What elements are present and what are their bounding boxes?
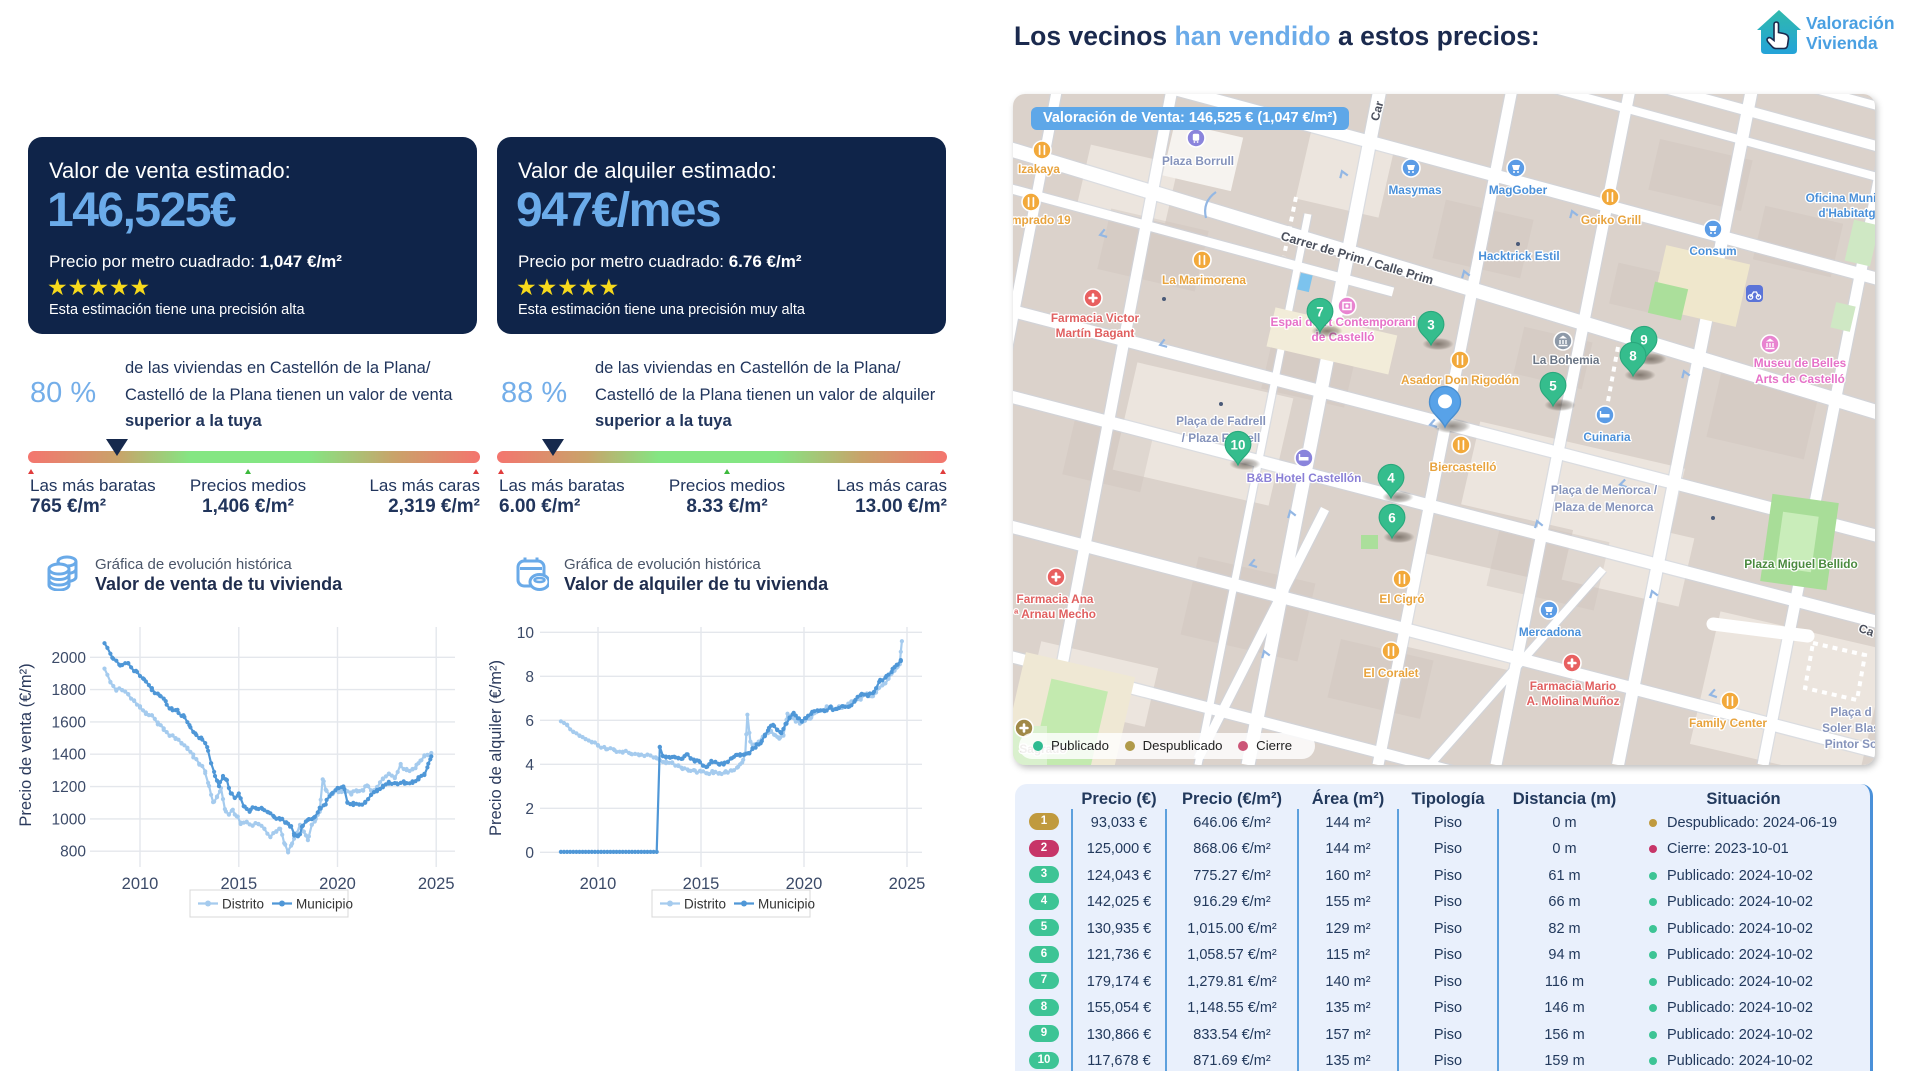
svg-text:1200: 1200 [52,779,87,796]
svg-text:Distrito: Distrito [684,897,726,912]
svg-text:Mercadona: Mercadona [1519,625,1582,639]
svg-text:Consum: Consum [1689,244,1736,258]
svg-text:El Coralet: El Coralet [1363,666,1418,680]
svg-text:Biercastelló: Biercastelló [1430,460,1497,474]
svg-text:Oficina Muni: Oficina Muni [1806,191,1875,205]
svg-text:1800: 1800 [52,682,87,699]
svg-text:ª Arnau Mecho: ª Arnau Mecho [1014,607,1096,621]
svg-text:9: 9 [1640,332,1647,347]
svg-text:0: 0 [525,845,534,862]
svg-text:Arts de Castelló: Arts de Castelló [1755,372,1845,386]
svg-text:Soler Blas: Soler Blas [1822,721,1875,735]
svg-text:2020: 2020 [319,875,356,893]
svg-text:Museu de Belles: Museu de Belles [1754,356,1847,370]
svg-text:6: 6 [525,713,534,730]
svg-text:Asador Don Rigodón: Asador Don Rigodón [1401,373,1519,387]
svg-text:Plaça de Fadrell: Plaça de Fadrell [1176,414,1266,428]
svg-text:3: 3 [1427,317,1434,332]
svg-text:La Marimorena: La Marimorena [1162,273,1246,287]
svg-text:Farmacia Mario: Farmacia Mario [1530,679,1617,693]
svg-text:Plaza Miguel Bellido: Plaza Miguel Bellido [1744,557,1857,571]
svg-text:800: 800 [60,844,86,861]
svg-text:2025: 2025 [418,875,455,893]
svg-text:2010: 2010 [580,875,617,893]
svg-text:7: 7 [1316,304,1323,319]
svg-text:10: 10 [1231,437,1246,452]
svg-text:B&B Hotel Castellón: B&B Hotel Castellón [1247,471,1362,485]
svg-text:Plaza Borrull: Plaza Borrull [1162,154,1234,168]
svg-text:4: 4 [525,757,534,774]
svg-text:Plaza de Menorca: Plaza de Menorca [1554,500,1653,514]
svg-text:Cuinaria: Cuinaria [1583,430,1631,444]
svg-text:mprado 19: mprado 19 [1013,213,1071,227]
svg-text:d'Habitatg: d'Habitatg [1818,206,1875,220]
svg-text:Hacktrick Estil: Hacktrick Estil [1478,249,1559,263]
svg-text:Masymas: Masymas [1388,183,1442,197]
svg-text:Municipio: Municipio [296,897,353,912]
svg-text:4: 4 [1387,470,1395,485]
svg-text:Farmacia Ana: Farmacia Ana [1017,592,1094,606]
svg-text:2015: 2015 [220,875,257,893]
svg-text:2015: 2015 [683,875,720,893]
svg-text:Car: Car [1368,99,1387,122]
svg-text:2: 2 [525,801,534,818]
svg-text:Goiko Grill: Goiko Grill [1581,213,1641,227]
svg-text:Pintor So: Pintor So [1825,737,1875,751]
svg-text:2020: 2020 [786,875,823,893]
svg-text:2025: 2025 [889,875,926,893]
svg-text:8: 8 [1629,348,1637,363]
svg-text:Espai d'Art Contemporani: Espai d'Art Contemporani [1270,315,1415,329]
svg-text:A. Molina Muñoz: A. Molina Muñoz [1526,694,1619,708]
svg-text:8: 8 [525,669,534,686]
svg-text:Distrito: Distrito [222,897,264,912]
svg-text:Farmacia Victor: Farmacia Victor [1051,311,1140,325]
svg-text:5: 5 [1549,378,1557,393]
svg-text:Izakaya: Izakaya [1018,162,1060,176]
svg-text:Precio de venta (€/m²): Precio de venta (€/m²) [17,663,35,826]
svg-text:MagGober: MagGober [1489,183,1548,197]
svg-text:Municipio: Municipio [758,897,815,912]
svg-text:2010: 2010 [122,875,159,893]
svg-text:2000: 2000 [52,650,87,667]
svg-text:Plaça de Menorca /: Plaça de Menorca / [1551,483,1658,497]
svg-text:10: 10 [517,625,535,642]
svg-text:Precio de alquiler (€/m²): Precio de alquiler (€/m²) [487,660,505,836]
svg-text:1400: 1400 [52,747,87,764]
svg-text:Martín Bagant: Martín Bagant [1056,326,1135,340]
svg-text:Family Center: Family Center [1689,716,1767,730]
svg-text:1000: 1000 [52,811,87,828]
svg-text:La Bohemia: La Bohemia [1533,353,1600,367]
svg-text:6: 6 [1388,510,1395,525]
svg-text:1600: 1600 [52,714,87,731]
svg-text:El Cigró: El Cigró [1379,592,1424,606]
svg-text:Plaça d: Plaça d [1830,705,1871,719]
